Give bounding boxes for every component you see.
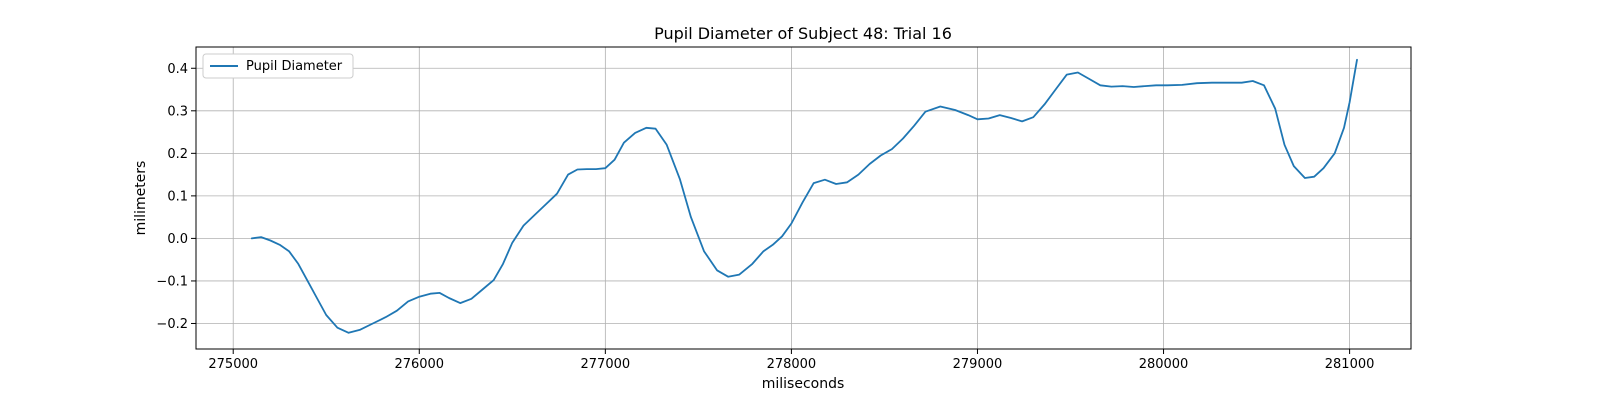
y-tick-label: −0.2 [156, 317, 188, 332]
y-tick-label: −0.1 [156, 274, 188, 289]
x-tick-label: 276000 [394, 357, 444, 372]
legend-label: Pupil Diameter [246, 59, 343, 74]
legend-box [202, 53, 354, 79]
y-tick-label: 0.2 [167, 147, 188, 162]
x-axis-label: miliseconds [762, 376, 845, 392]
y-tick-label: 0.4 [167, 62, 188, 77]
x-tick-label: 280000 [1139, 357, 1189, 372]
legend: Pupil Diameter [202, 53, 354, 79]
x-tick-label: 275000 [208, 357, 258, 372]
series-line-pupil-diameter [250, 58, 1358, 334]
x-tick-label: 281000 [1325, 357, 1375, 372]
y-tick-label: 0.1 [167, 189, 188, 204]
x-tick-label: 277000 [581, 357, 631, 372]
y-tick-label: 0.3 [167, 104, 188, 119]
series-layer [250, 58, 1358, 334]
chart-title: Pupil Diameter of Subject 48: Trial 16 [654, 24, 952, 43]
x-axis: 275000 276000 277000 278000 279000 280000 2810… [208, 349, 1374, 372]
y-axis: −0.2 −0.1 0.0 0.1 0.2 0.3 0.4 [156, 62, 196, 332]
plot-frame [195, 46, 1412, 350]
y-tick-label: 0.0 [167, 232, 188, 247]
y-axis-label: milimeters [133, 161, 149, 236]
x-tick-label: 279000 [953, 357, 1003, 372]
grid [196, 47, 1411, 349]
x-tick-label: 278000 [767, 357, 817, 372]
